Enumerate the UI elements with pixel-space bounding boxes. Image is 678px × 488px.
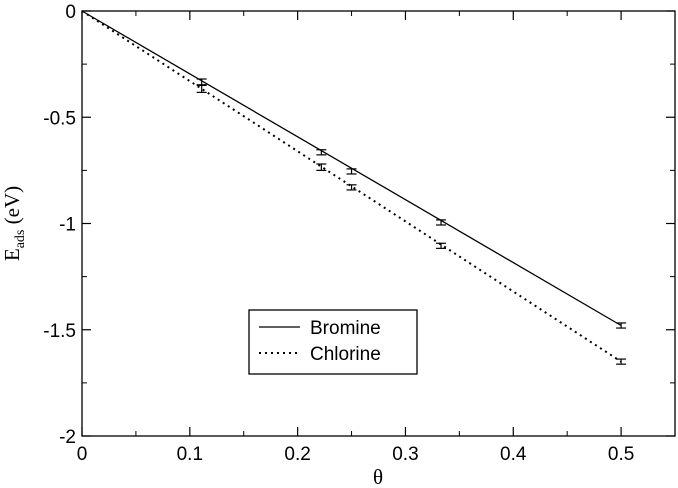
error-bar-bromine [436,219,447,226]
legend-label-chlorine: Chlorine [310,344,381,365]
tick-labels: 0 0.1 0.2 0.3 0.4 0.5 0 -0.5 -1 -1.5 -2 [43,2,634,465]
error-bar-chlorine [346,184,357,191]
y-tick-label: -1.5 [43,321,76,342]
y-tick-label: -2 [59,427,76,448]
x-tick-label: 0 [77,444,88,465]
x-tick-label: 0.1 [177,444,203,465]
x-tick-label: 0.3 [392,444,418,465]
y-axis-title-rest: (eV) [0,186,24,230]
error-bar-chlorine [436,242,447,249]
x-tick-label: 0.2 [284,444,310,465]
series-line-chlorine [81,10,622,363]
error-bar-bromine [346,168,357,175]
y-tick-label: -1 [59,215,76,236]
y-axis-title: Eads (eV) [0,186,28,261]
ticks [81,10,676,437]
x-tick-label: 0.5 [608,444,634,465]
legend-box [248,309,418,375]
error-bar-chlorine [316,163,327,171]
y-tick-label: -0.5 [43,108,76,129]
y-axis-title-sub: ads [13,230,28,249]
series-line-bromine [81,10,622,327]
x-axis-title: θ [373,465,383,488]
legend-label-bromine: Bromine [310,318,381,339]
legend: Bromine Chlorine [248,309,418,375]
error-bar-chlorine [616,358,627,365]
series-group [81,10,627,365]
error-bar-bromine [316,149,327,156]
y-tick-label: 0 [65,2,76,23]
x-tick-label: 0.4 [500,444,527,465]
error-bar-chlorine [196,84,207,93]
y-axis-title-main: E [0,248,24,261]
error-bar-bromine [616,322,627,329]
